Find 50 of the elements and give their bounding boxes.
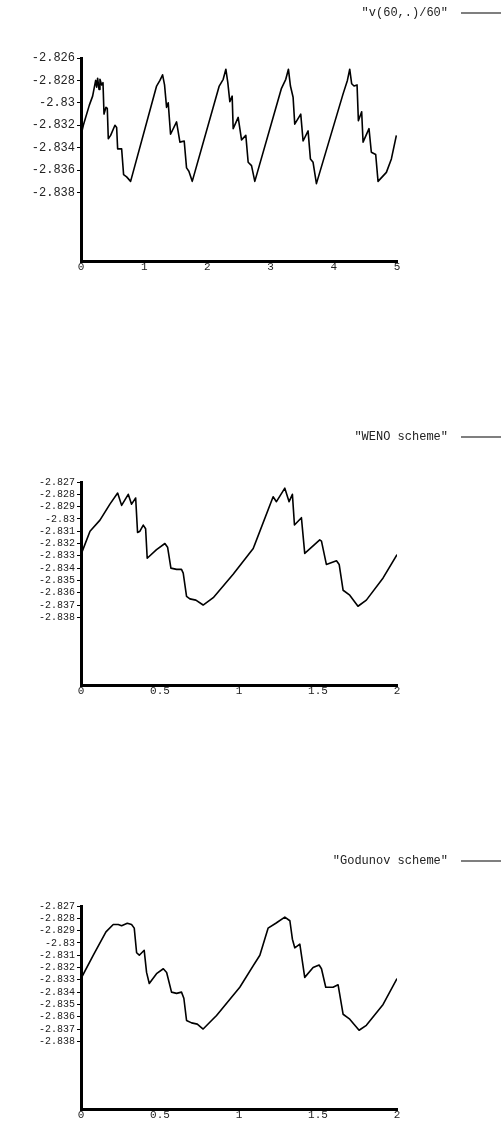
y-tick-label: -2.827 xyxy=(38,476,75,488)
y-tick-label: -2.836 xyxy=(31,163,75,178)
y-tick-label: -2.83 xyxy=(44,513,75,525)
y-tick-label: -2.838 xyxy=(31,185,75,200)
y-tick-label: -2.828 xyxy=(38,488,75,500)
y-tick-label: -2.832 xyxy=(38,538,75,550)
y-tick-label: -2.834 xyxy=(31,140,75,155)
x-tick-label: 0 xyxy=(77,685,85,698)
y-tick-label: -2.834 xyxy=(38,562,75,574)
y-tick-label: -2.835 xyxy=(38,999,75,1011)
y-tick-label: -2.826 xyxy=(31,51,75,66)
y-tick-label: -2.833 xyxy=(38,974,75,986)
y-tick-label: -2.831 xyxy=(38,525,75,537)
x-tick-label: 1 xyxy=(140,261,148,274)
x-tick-label: 2 xyxy=(204,261,211,274)
x-tick-label: 2 xyxy=(393,1109,401,1122)
legend-label: "WENO scheme" xyxy=(354,430,448,445)
x-tick-label: 0.5 xyxy=(150,685,170,698)
x-tick-label: 1.5 xyxy=(308,685,328,698)
y-tick-label: -2.829 xyxy=(38,501,75,513)
y-tick-label: -2.837 xyxy=(38,599,75,611)
y-tick-label: -2.835 xyxy=(38,575,75,587)
x-tick-label: 3 xyxy=(267,261,274,274)
y-tick-label: -2.838 xyxy=(38,1035,75,1047)
x-tick-label: 0 xyxy=(77,1109,85,1122)
y-tick-label: -2.833 xyxy=(38,550,75,562)
y-tick-label: -2.828 xyxy=(31,73,75,88)
legend-label: "v(60,.)/60" xyxy=(361,6,448,21)
y-tick-label: -2.832 xyxy=(31,118,75,133)
y-tick-label: -2.834 xyxy=(38,986,75,998)
x-tick-label: 5 xyxy=(393,261,401,274)
y-tick-label: -2.829 xyxy=(38,925,75,937)
y-tick-label: -2.831 xyxy=(38,949,75,961)
y-tick-label: -2.832 xyxy=(38,962,75,974)
y-tick-label: -2.827 xyxy=(38,900,75,912)
x-tick-label: 0.5 xyxy=(150,1109,170,1122)
y-tick-label: -2.836 xyxy=(38,587,75,599)
y-tick-label: -2.83 xyxy=(44,937,75,949)
y-tick-label: -2.837 xyxy=(38,1023,75,1035)
x-tick-label: 1 xyxy=(235,1109,243,1122)
x-tick-label: 1 xyxy=(235,685,243,698)
y-tick-label: -2.838 xyxy=(38,611,75,623)
x-tick-label: 2 xyxy=(393,685,401,698)
y-tick-label: -2.836 xyxy=(38,1011,75,1023)
legend-label: "Godunov scheme" xyxy=(332,854,448,869)
x-tick-label: 0 xyxy=(77,261,85,274)
y-tick-label: -2.828 xyxy=(38,912,75,924)
x-tick-label: 4 xyxy=(330,261,338,274)
x-tick-label: 1.5 xyxy=(308,1109,328,1122)
y-tick-label: -2.83 xyxy=(38,96,75,111)
